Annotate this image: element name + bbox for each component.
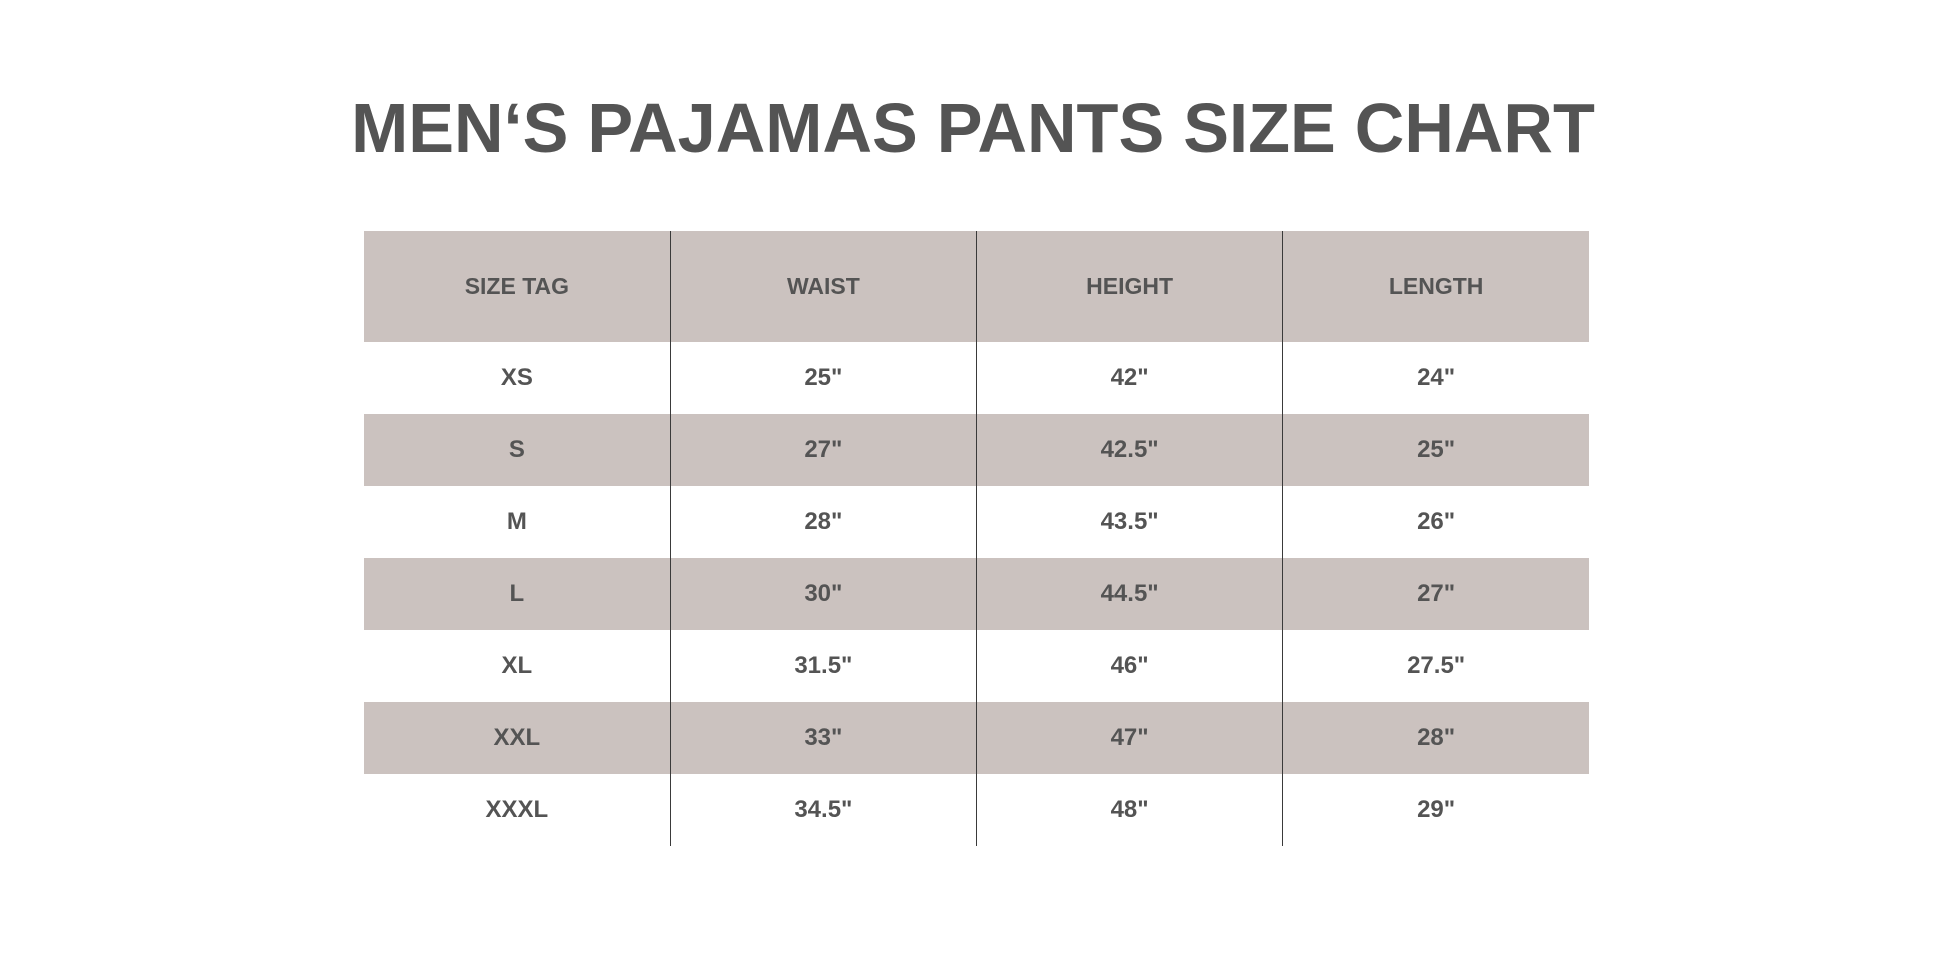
- table-row: M 28" 43.5" 26": [364, 486, 1589, 558]
- cell-height: 42": [975, 342, 1283, 414]
- table-row: XXXL 34.5" 48" 29": [364, 774, 1589, 846]
- cell-size-tag: S: [508, 436, 525, 463]
- cell-waist: 34.5": [669, 774, 977, 846]
- cell-waist: 27": [669, 414, 977, 486]
- cell-length: 27": [1282, 558, 1589, 630]
- cell-height: 42.5": [975, 414, 1283, 486]
- cell-size-tag: M: [506, 508, 527, 535]
- cell-length: 27.5": [1282, 630, 1589, 702]
- cell-height: 44.5": [975, 558, 1283, 630]
- cell-height: 43.5": [975, 486, 1283, 558]
- header-size-tag: SIZE TAG: [464, 273, 570, 299]
- cell-length: 24": [1282, 342, 1589, 414]
- cell-waist: 31.5": [669, 630, 977, 702]
- cell-size-tag: L: [509, 580, 525, 607]
- cell-waist: 33": [669, 702, 977, 774]
- cell-size-tag: XS: [500, 364, 533, 391]
- cell-size-tag: XXL: [493, 724, 541, 751]
- cell-length: 29": [1282, 774, 1589, 846]
- cell-waist: 25": [669, 342, 977, 414]
- table-row: XS 25" 42" 24": [364, 342, 1589, 414]
- header-length: LENGTH: [1282, 231, 1589, 342]
- header-height: HEIGHT: [975, 231, 1283, 342]
- table-row: XL 31.5" 46" 27.5": [364, 630, 1589, 702]
- cell-length: 26": [1282, 486, 1589, 558]
- cell-height: 48": [975, 774, 1283, 846]
- table-row: S 27" 42.5" 25": [364, 414, 1589, 486]
- header-waist: WAIST: [669, 231, 977, 342]
- cell-height: 46": [975, 630, 1283, 702]
- table-row: L 30" 44.5" 27": [364, 558, 1589, 630]
- cell-waist: 28": [669, 486, 977, 558]
- table-header-row: SIZE TAG WAIST HEIGHT LENGTH: [364, 231, 1589, 342]
- size-chart-table: SIZE TAG WAIST HEIGHT LENGTH XS 25" 42" 24"…: [364, 231, 1589, 846]
- cell-waist: 30": [669, 558, 977, 630]
- cell-size-tag: XL: [501, 652, 533, 679]
- cell-height: 47": [975, 702, 1283, 774]
- cell-length: 28": [1282, 702, 1589, 774]
- cell-length: 25": [1282, 414, 1589, 486]
- page-title: MEN‘S PAJAMAS PANTS SIZE CHART: [351, 89, 1595, 167]
- table-row: XXL 33" 47" 28": [364, 702, 1589, 774]
- cell-size-tag: XXXL: [485, 796, 549, 823]
